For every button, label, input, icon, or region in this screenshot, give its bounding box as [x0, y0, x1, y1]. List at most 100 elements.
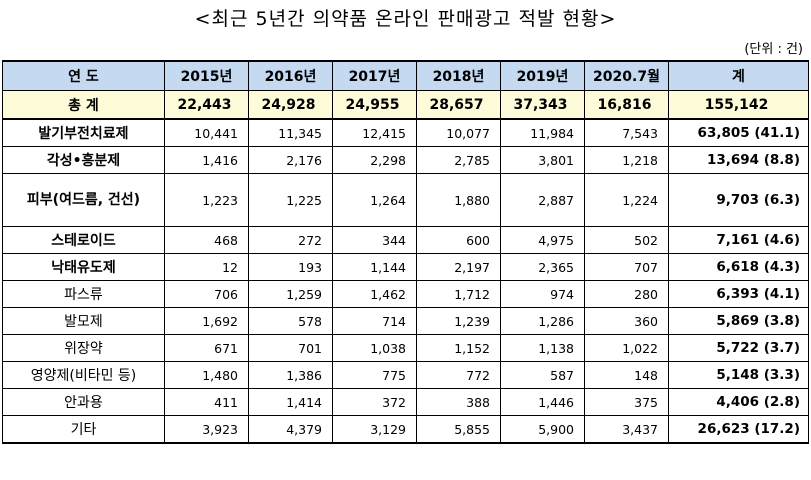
row-value: 1,414: [248, 388, 333, 416]
total-value: 22,443: [164, 90, 249, 120]
row-value: 578: [248, 307, 333, 335]
row-category: 낙태유도제: [2, 253, 165, 281]
row-value: 344: [332, 226, 417, 254]
table-row: 파스류 706 1,259 1,462 1,712 974 280 6,393 (4.1): [2, 280, 809, 308]
total-row: 총 계 22,443 24,928 24,955 28,657 37,343 16,816 1…: [2, 90, 809, 120]
row-value: 411: [164, 388, 249, 416]
row-value: 1,152: [416, 334, 501, 362]
header-total: 계: [668, 60, 809, 91]
row-value: 775: [332, 361, 417, 389]
row-value: 2,785: [416, 146, 501, 174]
row-value: 1,386: [248, 361, 333, 389]
row-value: 280: [584, 280, 669, 308]
row-value: 1,144: [332, 253, 417, 281]
row-value: 2,197: [416, 253, 501, 281]
header-year: 2015년: [164, 60, 249, 91]
row-value: 3,801: [500, 146, 585, 174]
row-value: 1,416: [164, 146, 249, 174]
row-value: 193: [248, 253, 333, 281]
row-category: 파스류: [2, 280, 165, 308]
row-category: 각성•흥분제: [2, 146, 165, 174]
row-value: 1,880: [416, 173, 501, 227]
row-sum: 9,703 (6.3): [668, 173, 809, 227]
row-sum: 4,406 (2.8): [668, 388, 809, 416]
table-row: 스테로이드 468 272 344 600 4,975 502 7,161 (4.6): [2, 226, 809, 254]
unit-note: (단위 : 건): [744, 42, 803, 57]
row-sum: 5,869 (3.8): [668, 307, 809, 335]
header-year: 2019년: [500, 60, 585, 91]
row-category: 스테로이드: [2, 226, 165, 254]
row-category: 위장약: [2, 334, 165, 362]
row-category: 피부(여드름, 건선): [2, 173, 165, 227]
row-value: 1,259: [248, 280, 333, 308]
row-category: 안과용: [2, 388, 165, 416]
row-value: 707: [584, 253, 669, 281]
row-value: 375: [584, 388, 669, 416]
header-year: 2017년: [332, 60, 417, 91]
row-sum: 7,161 (4.6): [668, 226, 809, 254]
row-value: 2,365: [500, 253, 585, 281]
row-sum: 6,618 (4.3): [668, 253, 809, 281]
row-value: 1,239: [416, 307, 501, 335]
row-category: 발기부전치료제: [2, 118, 165, 147]
row-value: 1,286: [500, 307, 585, 335]
row-value: 2,298: [332, 146, 417, 174]
row-value: 468: [164, 226, 249, 254]
row-value: 4,975: [500, 226, 585, 254]
row-value: 11,345: [248, 118, 333, 147]
row-value: 1,225: [248, 173, 333, 227]
total-label: 총 계: [2, 90, 165, 120]
row-value: 1,462: [332, 280, 417, 308]
total-value: 24,955: [332, 90, 417, 120]
row-value: 12,415: [332, 118, 417, 147]
row-value: 4,379: [248, 415, 333, 444]
table-row: 안과용 411 1,414 372 388 1,446 375 4,406 (2.8): [2, 388, 809, 416]
table-row: 위장약 671 701 1,038 1,152 1,138 1,022 5,722 (3.7): [2, 334, 809, 362]
header-year-label: 연 도: [2, 60, 165, 91]
row-sum: 26,623 (17.2): [668, 415, 809, 444]
row-value: 1,038: [332, 334, 417, 362]
row-value: 1,712: [416, 280, 501, 308]
table-row: 발기부전치료제 10,441 11,345 12,415 10,077 11,984 7,5…: [2, 118, 809, 147]
row-value: 148: [584, 361, 669, 389]
row-sum: 63,805 (41.1): [668, 118, 809, 147]
row-value: 974: [500, 280, 585, 308]
row-value: 1,692: [164, 307, 249, 335]
row-category: 영양제(비타민 등): [2, 361, 165, 389]
violations-table: 연 도 2015년 2016년 2017년 2018년 2019년 2020.7월 계 총 계…: [2, 60, 809, 444]
table-row: 피부(여드름, 건선) 1,223 1,225 1,264 1,880 2,887 1,22…: [2, 173, 809, 227]
row-sum: 6,393 (4.1): [668, 280, 809, 308]
row-sum: 13,694 (8.8): [668, 146, 809, 174]
row-value: 1,224: [584, 173, 669, 227]
row-sum: 5,148 (3.3): [668, 361, 809, 389]
row-category: 기타: [2, 415, 165, 444]
row-value: 671: [164, 334, 249, 362]
row-value: 5,855: [416, 415, 501, 444]
header-year: 2020.7월: [584, 60, 669, 91]
row-value: 11,984: [500, 118, 585, 147]
row-value: 1,264: [332, 173, 417, 227]
row-value: 360: [584, 307, 669, 335]
row-value: 10,077: [416, 118, 501, 147]
row-value: 388: [416, 388, 501, 416]
header-row: 연 도 2015년 2016년 2017년 2018년 2019년 2020.7월 계: [2, 60, 809, 91]
row-value: 772: [416, 361, 501, 389]
table-title: <최근 5년간 의약품 온라인 판매광고 적발 현황>: [194, 8, 617, 30]
row-value: 1,022: [584, 334, 669, 362]
total-value: 155,142: [668, 90, 809, 120]
row-value: 2,176: [248, 146, 333, 174]
row-value: 1,223: [164, 173, 249, 227]
table-row: 영양제(비타민 등) 1,480 1,386 775 772 587 148 5,148 (3…: [2, 361, 809, 389]
total-value: 37,343: [500, 90, 585, 120]
row-value: 1,138: [500, 334, 585, 362]
row-value: 7,543: [584, 118, 669, 147]
total-value: 16,816: [584, 90, 669, 120]
row-value: 587: [500, 361, 585, 389]
row-value: 272: [248, 226, 333, 254]
row-value: 706: [164, 280, 249, 308]
row-value: 1,480: [164, 361, 249, 389]
total-value: 28,657: [416, 90, 501, 120]
row-value: 5,900: [500, 415, 585, 444]
table-row: 낙태유도제 12 193 1,144 2,197 2,365 707 6,618 (4.3): [2, 253, 809, 281]
row-value: 2,887: [500, 173, 585, 227]
